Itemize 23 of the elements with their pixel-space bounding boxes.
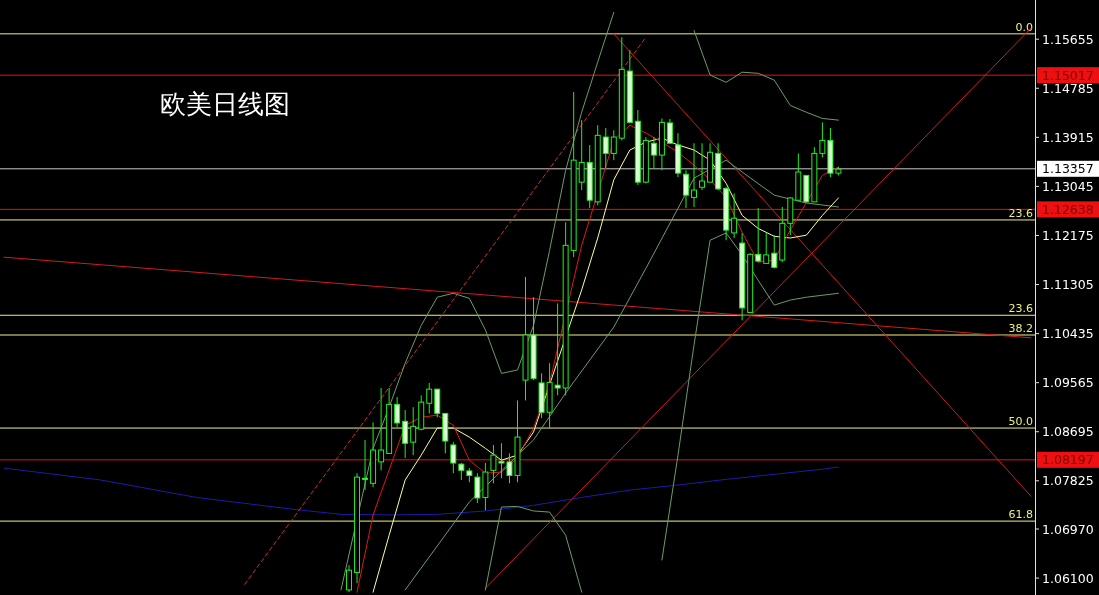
y-tick-label: 1.10435: [1042, 326, 1094, 342]
annotation: 0.0: [1015, 20, 1033, 34]
y-tick-label: 1.08695: [1042, 424, 1094, 440]
y-tick-label: 1.07825: [1042, 473, 1094, 489]
ref-line-label: 1.12638: [1042, 201, 1094, 217]
y-tick-label: 1.13045: [1042, 178, 1094, 194]
ref-line-label: 1.08197: [1042, 452, 1094, 468]
annotation: 23.6: [1008, 206, 1033, 220]
y-tick-label: 1.06100: [1042, 570, 1094, 586]
y-tick-label: 1.15655: [1042, 31, 1094, 47]
y-tick-label: 1.09565: [1042, 375, 1094, 391]
ref-line-label: 1.15017: [1042, 67, 1094, 83]
annotation: 61.8: [1008, 508, 1033, 522]
y-tick-label: 1.06970: [1042, 521, 1094, 537]
y-tick-label: 1.14785: [1042, 80, 1094, 96]
annotation: 23.6: [1008, 302, 1033, 316]
annotation: 38.2: [1008, 322, 1033, 335]
y-tick-label: 1.12175: [1042, 227, 1094, 243]
annotation: 50.0: [1008, 415, 1033, 429]
y-tick-label: 1.13915: [1042, 129, 1094, 145]
text: 欧美日线图: [160, 89, 290, 119]
y-tick-label: 1.11305: [1042, 277, 1094, 293]
ref-line-label: 1.13357: [1042, 161, 1094, 177]
